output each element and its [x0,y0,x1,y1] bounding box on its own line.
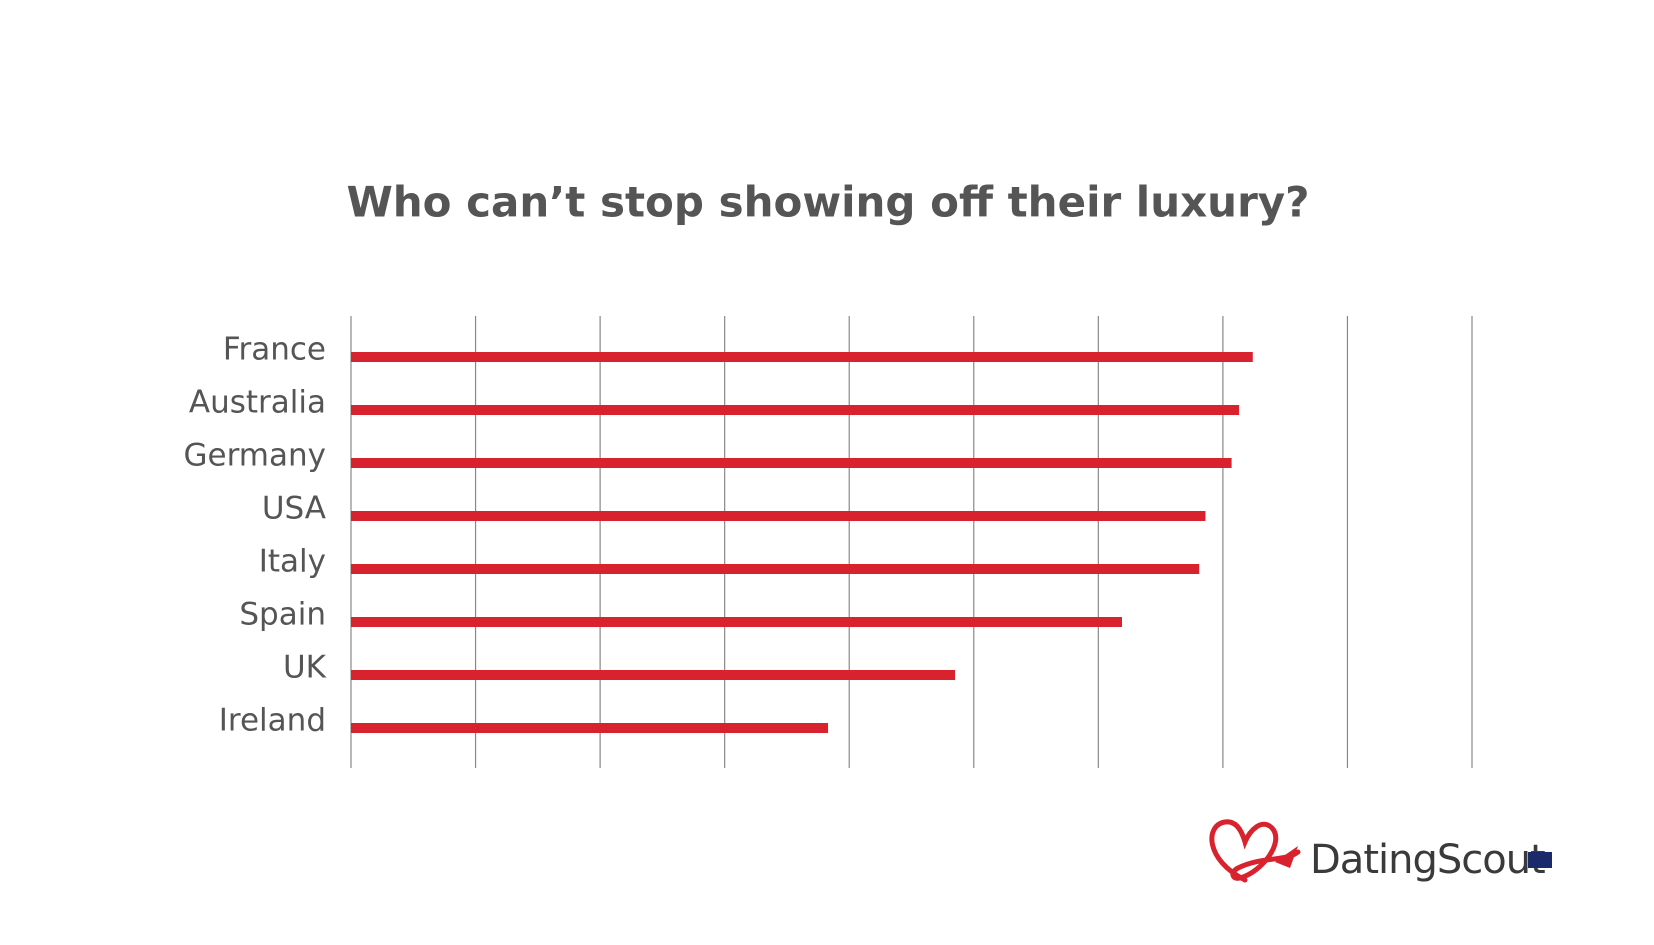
y-tick-label: UK [283,650,327,686]
bar [351,670,956,680]
logo-flag [1528,852,1552,868]
logo-text: DatingScout [1310,837,1545,883]
logo-arrow [1275,846,1298,868]
bar [351,405,1240,415]
logo: DatingScout [1209,819,1552,883]
y-tick-label: Spain [239,597,326,633]
bar [351,723,829,733]
bar [351,617,1122,627]
y-tick-label: Italy [259,544,326,580]
y-tick-label: Germany [184,438,326,474]
y-tick-label: USA [262,491,326,527]
logo-heart [1209,819,1301,883]
y-tick-label: Ireland [219,703,326,739]
chart-title: Who can’t stop showing off their luxury? [346,178,1309,227]
y-tick-label: France [223,332,326,368]
y-tick-label: Australia [189,385,326,421]
bar [351,564,1200,574]
bar [351,458,1232,468]
bar [351,352,1253,362]
bar [351,511,1206,521]
